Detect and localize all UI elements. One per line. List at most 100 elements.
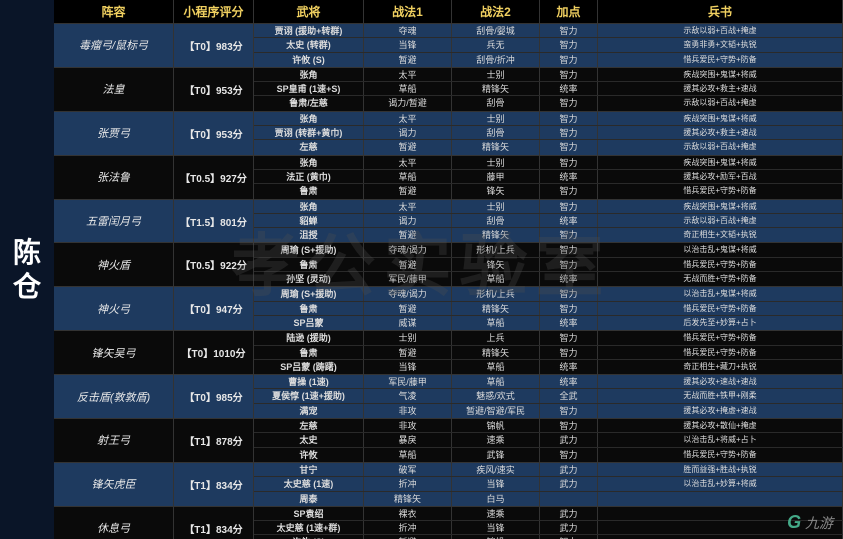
book-cell: 惜兵爱民+守势+防备 <box>598 331 843 344</box>
table-header: 阵容 小程序评分 武将 战法1 战法2 加点 兵书 <box>54 0 843 24</box>
lineup-cell: 休息弓 <box>54 507 174 539</box>
general-cell: 许攸 <box>254 448 364 462</box>
skill2-cell: 兵无 <box>452 38 540 51</box>
table-group: 神火弓【T0】947分周瑜 (S+援助)夺魂/谒力形机/上兵智力以治击乱+鬼谋+… <box>54 287 843 331</box>
general-cell: 张角 <box>254 112 364 125</box>
general-cell: 鲁肃 <box>254 346 364 359</box>
stat-cell: 统率 <box>540 272 598 286</box>
stat-cell: 智力 <box>540 346 598 359</box>
table-row: 甘宁破军疾风/速实武力胜而益强+胜战+执锐 <box>254 463 843 477</box>
stat-cell: 智力 <box>540 24 598 37</box>
lineup-cell: 张法鲁 <box>54 156 174 199</box>
lineup-cell: 锋矢虎臣 <box>54 463 174 506</box>
table-group: 张贾弓【T0】953分张角太平士别智力疾战突围+鬼谋+将威贾诩 (转群+黄巾)谒… <box>54 112 843 156</box>
sub-rows: 贾诩 (援助+转群)夺魂刮骨/婴城智力示敌以弱+百战+掩虚太史 (转群)当锋兵无… <box>254 24 843 67</box>
skill2-cell: 刮骨 <box>452 214 540 227</box>
lineup-cell: 反击盾(敦敦盾) <box>54 375 174 418</box>
book-cell: 示敌以弱+百战+掩虚 <box>598 214 843 227</box>
skill2-cell: 锦帆 <box>452 535 540 539</box>
stat-cell: 智力 <box>540 228 598 242</box>
skill1-cell: 军民/藤甲 <box>364 375 452 388</box>
skill1-cell: 军民/藤甲 <box>364 272 452 286</box>
skill2-cell: 士别 <box>452 68 540 81</box>
book-cell: 疾战突围+鬼谋+将威 <box>598 112 843 125</box>
book-cell <box>598 535 843 539</box>
header-general: 武将 <box>254 0 364 23</box>
stat-cell: 智力 <box>540 302 598 315</box>
skill1-cell: 谒力 <box>364 126 452 139</box>
skill1-cell: 太平 <box>364 156 452 169</box>
skill2-cell: 草船 <box>452 360 540 374</box>
skill1-cell: 气凌 <box>364 389 452 402</box>
skill1-cell: 非攻 <box>364 419 452 432</box>
skill1-cell: 暂避 <box>364 258 452 271</box>
skill2-cell: 锦帆 <box>452 419 540 432</box>
stat-cell <box>540 492 598 506</box>
table-row: 许攸草船武锋智力惜兵爱民+守势+防备 <box>254 448 843 462</box>
watermark-logo: G 九游 <box>787 512 833 533</box>
book-cell: 胜而益强+胜战+执锐 <box>598 463 843 476</box>
general-cell: 孙坚 (灵动) <box>254 272 364 286</box>
stat-cell: 智力 <box>540 126 598 139</box>
score-cell: 【T0.5】922分 <box>174 243 254 286</box>
sub-rows: 张角太平士别智力疾战突围+鬼谋+将威SP皇甫 (1速+S)草船精锋矢统率援其必攻… <box>254 68 843 111</box>
table-row: 太史慈 (1速)折冲当锋武力以治击乱+妙算+将威 <box>254 477 843 491</box>
general-cell: SP袁绍 <box>254 507 364 520</box>
skill2-cell: 形机/上兵 <box>452 243 540 256</box>
sub-rows: SP袁绍裸衣速乘武力太史慈 (1速+群)折冲当锋武力许攸 (S)暂避锦帆智力 <box>254 507 843 539</box>
general-cell: 左慈 <box>254 419 364 432</box>
lineup-cell: 张贾弓 <box>54 112 174 155</box>
stat-cell: 智力 <box>540 68 598 81</box>
score-cell: 【T0】985分 <box>174 375 254 418</box>
stat-cell: 智力 <box>540 287 598 300</box>
general-cell: 左慈 <box>254 140 364 154</box>
lineup-cell: 锋矢吴弓 <box>54 331 174 374</box>
skill1-cell: 非攻 <box>364 404 452 418</box>
table-group: 毒瘤弓/鼠标弓【T0】983分贾诩 (援助+转群)夺魂刮骨/婴城智力示敌以弱+百… <box>54 24 843 68</box>
table-row: 夏侯惇 (1速+援助)气凌魅惑/欢式全武无战而胜+铁甲+刚柔 <box>254 389 843 403</box>
skill1-cell: 暂避 <box>364 184 452 198</box>
general-cell: 周瑜 (S+援助) <box>254 243 364 256</box>
skill1-cell: 精锋矢 <box>364 492 452 506</box>
stat-cell: 统率 <box>540 170 598 183</box>
book-cell: 援其必攻+速战+速战 <box>598 375 843 388</box>
skill1-cell: 暂避 <box>364 53 452 67</box>
general-cell: 太史 (转群) <box>254 38 364 51</box>
table-group: 张法鲁【T0.5】927分张角太平士别智力疾战突围+鬼谋+将威法正 (黄巾)草船… <box>54 156 843 200</box>
book-cell: 疾战突围+鬼谋+将威 <box>598 200 843 213</box>
table-group: 法皇【T0】953分张角太平士别智力疾战突围+鬼谋+将威SP皇甫 (1速+S)草… <box>54 68 843 112</box>
table-row: 鲁肃暂避锋矢智力惜兵爱民+守势+防备 <box>254 258 843 272</box>
skill1-cell: 太平 <box>364 68 452 81</box>
lineup-cell: 神火弓 <box>54 287 174 330</box>
book-cell: 惜兵爱民+守势+防备 <box>598 302 843 315</box>
general-cell: 张角 <box>254 156 364 169</box>
stat-cell: 智力 <box>540 156 598 169</box>
book-cell: 无战而胜+守势+防备 <box>598 272 843 286</box>
book-cell: 以治击乱+鬼谋+将威 <box>598 243 843 256</box>
stat-cell: 武力 <box>540 477 598 490</box>
table-row: 太史 (转群)当锋兵无智力蛮勇非勇+文韬+执锐 <box>254 38 843 52</box>
stat-cell: 智力 <box>540 419 598 432</box>
score-cell: 【T0】953分 <box>174 112 254 155</box>
stat-cell: 统率 <box>540 316 598 330</box>
skill1-cell: 折冲 <box>364 521 452 534</box>
table-group: 锋矢虎臣【T1】834分甘宁破军疾风/速实武力胜而益强+胜战+执锐太史慈 (1速… <box>54 463 843 507</box>
sub-rows: 张角太平士别智力疾战突围+鬼谋+将威貂蝉谒力刮骨统率示敌以弱+百战+掩虚沮授暂避… <box>254 200 843 243</box>
table-row: 鲁肃暂避锋矢智力惜兵爱民+守势+防备 <box>254 184 843 198</box>
general-cell: 夏侯惇 (1速+援助) <box>254 389 364 402</box>
skill2-cell: 暂避/智避/军民 <box>452 404 540 418</box>
general-cell: SP吕蒙 (踌躇) <box>254 360 364 374</box>
table-row: 周瑜 (S+援助)夺魂/谒力形机/上兵智力以治击乱+鬼谋+将威 <box>254 287 843 301</box>
camp-column: 陈仓 <box>0 0 54 539</box>
book-cell: 后发先至+妙算+占卜 <box>598 316 843 330</box>
table-row: 张角太平士别智力疾战突围+鬼谋+将威 <box>254 200 843 214</box>
general-cell: 法正 (黄巾) <box>254 170 364 183</box>
score-cell: 【T0】947分 <box>174 287 254 330</box>
book-cell: 奇正相生+藏刀+执锐 <box>598 360 843 374</box>
skill1-cell: 夺魂/谒力 <box>364 287 452 300</box>
book-cell: 以治击乱+将威+占卜 <box>598 433 843 446</box>
header-score: 小程序评分 <box>174 0 254 23</box>
table-row: 许攸 (S)暂避锦帆智力 <box>254 535 843 539</box>
table-row: 沮授暂避精锋矢智力奇正相生+文韬+执锐 <box>254 228 843 242</box>
table-row: SP吕蒙 (踌躇)当锋草船统率奇正相生+藏刀+执锐 <box>254 360 843 374</box>
